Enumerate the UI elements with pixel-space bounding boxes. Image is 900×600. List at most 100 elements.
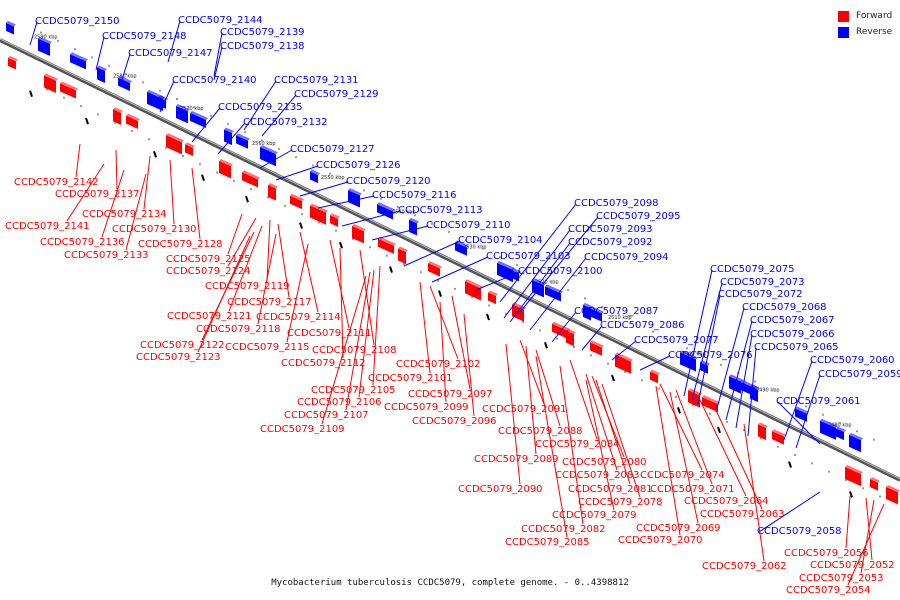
forward-gene-block-top <box>488 290 498 297</box>
reverse-gene-block-top <box>310 169 320 176</box>
strand-dot <box>437 279 439 282</box>
reverse-gene-block <box>680 352 696 372</box>
reverse-leader-line <box>243 80 277 131</box>
forward-gene-block <box>772 431 784 445</box>
reverse-leader-line <box>747 347 757 437</box>
reverse-gene-label: CCDC5079_2110 <box>426 220 511 231</box>
strand-dot <box>692 404 694 407</box>
reverse-leader-line <box>119 53 131 87</box>
reverse-gene-block <box>583 304 591 321</box>
strand-dot <box>822 413 824 416</box>
reverse-gene-block-top <box>532 277 546 286</box>
feature-tick <box>339 241 343 249</box>
reverse-gene-block-top <box>545 284 563 294</box>
strand-dot <box>788 397 790 400</box>
forward-gene-label: CCDC5079_2123 <box>136 352 221 363</box>
reverse-gene-block-top <box>680 350 698 360</box>
reverse-gene-block <box>545 286 561 302</box>
strand-dot <box>641 379 643 382</box>
forward-gene-block-top <box>113 107 123 113</box>
forward-leader-line <box>505 343 521 485</box>
strand-dot <box>57 39 59 42</box>
reverse-gene-block <box>147 91 163 112</box>
forward-gene-block-top <box>378 236 396 246</box>
forward-gene-label: CCDC5079_2074 <box>640 470 725 481</box>
forward-leader-line <box>847 503 885 586</box>
strand-dot <box>165 146 167 149</box>
reverse-leader-line <box>167 20 181 63</box>
reverse-gene-block <box>820 420 836 440</box>
forward-gene-block-top <box>166 133 184 143</box>
reverse-gene-label: CCDC5079_2131 <box>274 75 359 86</box>
strand-dot <box>244 131 246 134</box>
forward-leader-line <box>463 313 475 417</box>
reverse-gene-block-top <box>118 75 132 84</box>
feature-tick <box>486 313 490 321</box>
reverse-leader-line <box>783 360 813 441</box>
forward-gene-block <box>378 238 394 254</box>
forward-gene-label: CCDC5079_2091 <box>482 404 567 415</box>
reverse-gene-block <box>118 77 130 92</box>
forward-gene-block-top <box>845 464 863 475</box>
forward-gene-label: CCDC5079_2106 <box>297 397 382 408</box>
strand-dot <box>726 420 728 423</box>
forward-gene-label: CCDC5079_2133 <box>64 250 149 261</box>
reverse-leader-line <box>519 216 599 313</box>
strand-dot <box>335 229 337 232</box>
reverse-gene-block <box>176 106 188 124</box>
reverse-leader-line <box>299 181 349 197</box>
forward-leader-line <box>197 235 251 353</box>
strand-dot <box>301 213 303 216</box>
strand-dot <box>227 122 229 125</box>
forward-gene-block-top <box>566 328 576 335</box>
forward-gene-label: CCDC5079_2083 <box>555 470 640 481</box>
kbp-tick-label: 2570 kbp <box>180 106 204 112</box>
forward-leader-line <box>339 247 344 359</box>
strand-dot <box>114 121 116 124</box>
strand-dot <box>420 271 422 274</box>
reverse-gene-label: CCDC5079_2144 <box>178 15 263 26</box>
forward-gene-label: CCDC5079_2137 <box>55 189 140 200</box>
forward-gene-label: CCDC5079_2124 <box>166 266 251 277</box>
forward-leader-line <box>257 233 277 325</box>
reverse-gene-block-top <box>409 217 419 224</box>
strand-dot <box>794 454 796 457</box>
reverse-gene-block <box>348 190 360 208</box>
strand-dot <box>250 188 252 191</box>
legend-reverse-label: Reverse <box>856 27 893 37</box>
reverse-gene-label: CCDC5079_2086 <box>600 320 685 331</box>
strand-dot <box>873 438 875 441</box>
forward-leader-line <box>601 383 641 498</box>
forward-leader-line <box>227 217 257 267</box>
forward-gene-label: CCDC5079_2142 <box>14 177 99 188</box>
strand-dot <box>533 272 535 275</box>
forward-gene-label: CCDC5079_2084 <box>535 439 620 450</box>
reverse-leader-line <box>639 355 671 371</box>
forward-gene-label: CCDC5079_2097 <box>408 389 493 400</box>
reverse-gene-block-top <box>497 260 515 271</box>
reverse-gene-block <box>70 54 86 70</box>
forward-gene-label: CCDC5079_2122 <box>140 340 225 351</box>
reverse-gene-label: CCDC5079_2126 <box>316 160 401 171</box>
strand-dot <box>284 204 286 207</box>
strand-dot <box>675 395 677 398</box>
feature-tick <box>245 195 249 203</box>
reverse-gene-block <box>836 428 844 441</box>
forward-gene-label: CCDC5079_2115 <box>225 342 310 353</box>
forward-gene-label: CCDC5079_2102 <box>396 359 481 370</box>
forward-gene-label: CCDC5079_2063 <box>700 509 785 520</box>
reverse-gene-block-top <box>224 127 234 134</box>
forward-gene-label: CCDC5079_2085 <box>505 537 590 548</box>
forward-gene-block-top <box>870 477 880 483</box>
forward-leader-line <box>585 379 615 511</box>
reverse-gene-label: CCDC5079_2095 <box>596 211 681 222</box>
forward-leader-line <box>299 231 319 313</box>
forward-gene-label: CCDC5079_2107 <box>284 410 369 421</box>
reverse-gene-block-top <box>70 52 88 62</box>
reverse-gene-block <box>497 262 513 283</box>
reverse-leader-line <box>691 282 723 401</box>
forward-gene-block <box>398 248 406 265</box>
reverse-gene-label: CCDC5079_2077 <box>634 335 719 346</box>
strand-dot <box>233 179 235 182</box>
strand-dot <box>760 437 762 440</box>
